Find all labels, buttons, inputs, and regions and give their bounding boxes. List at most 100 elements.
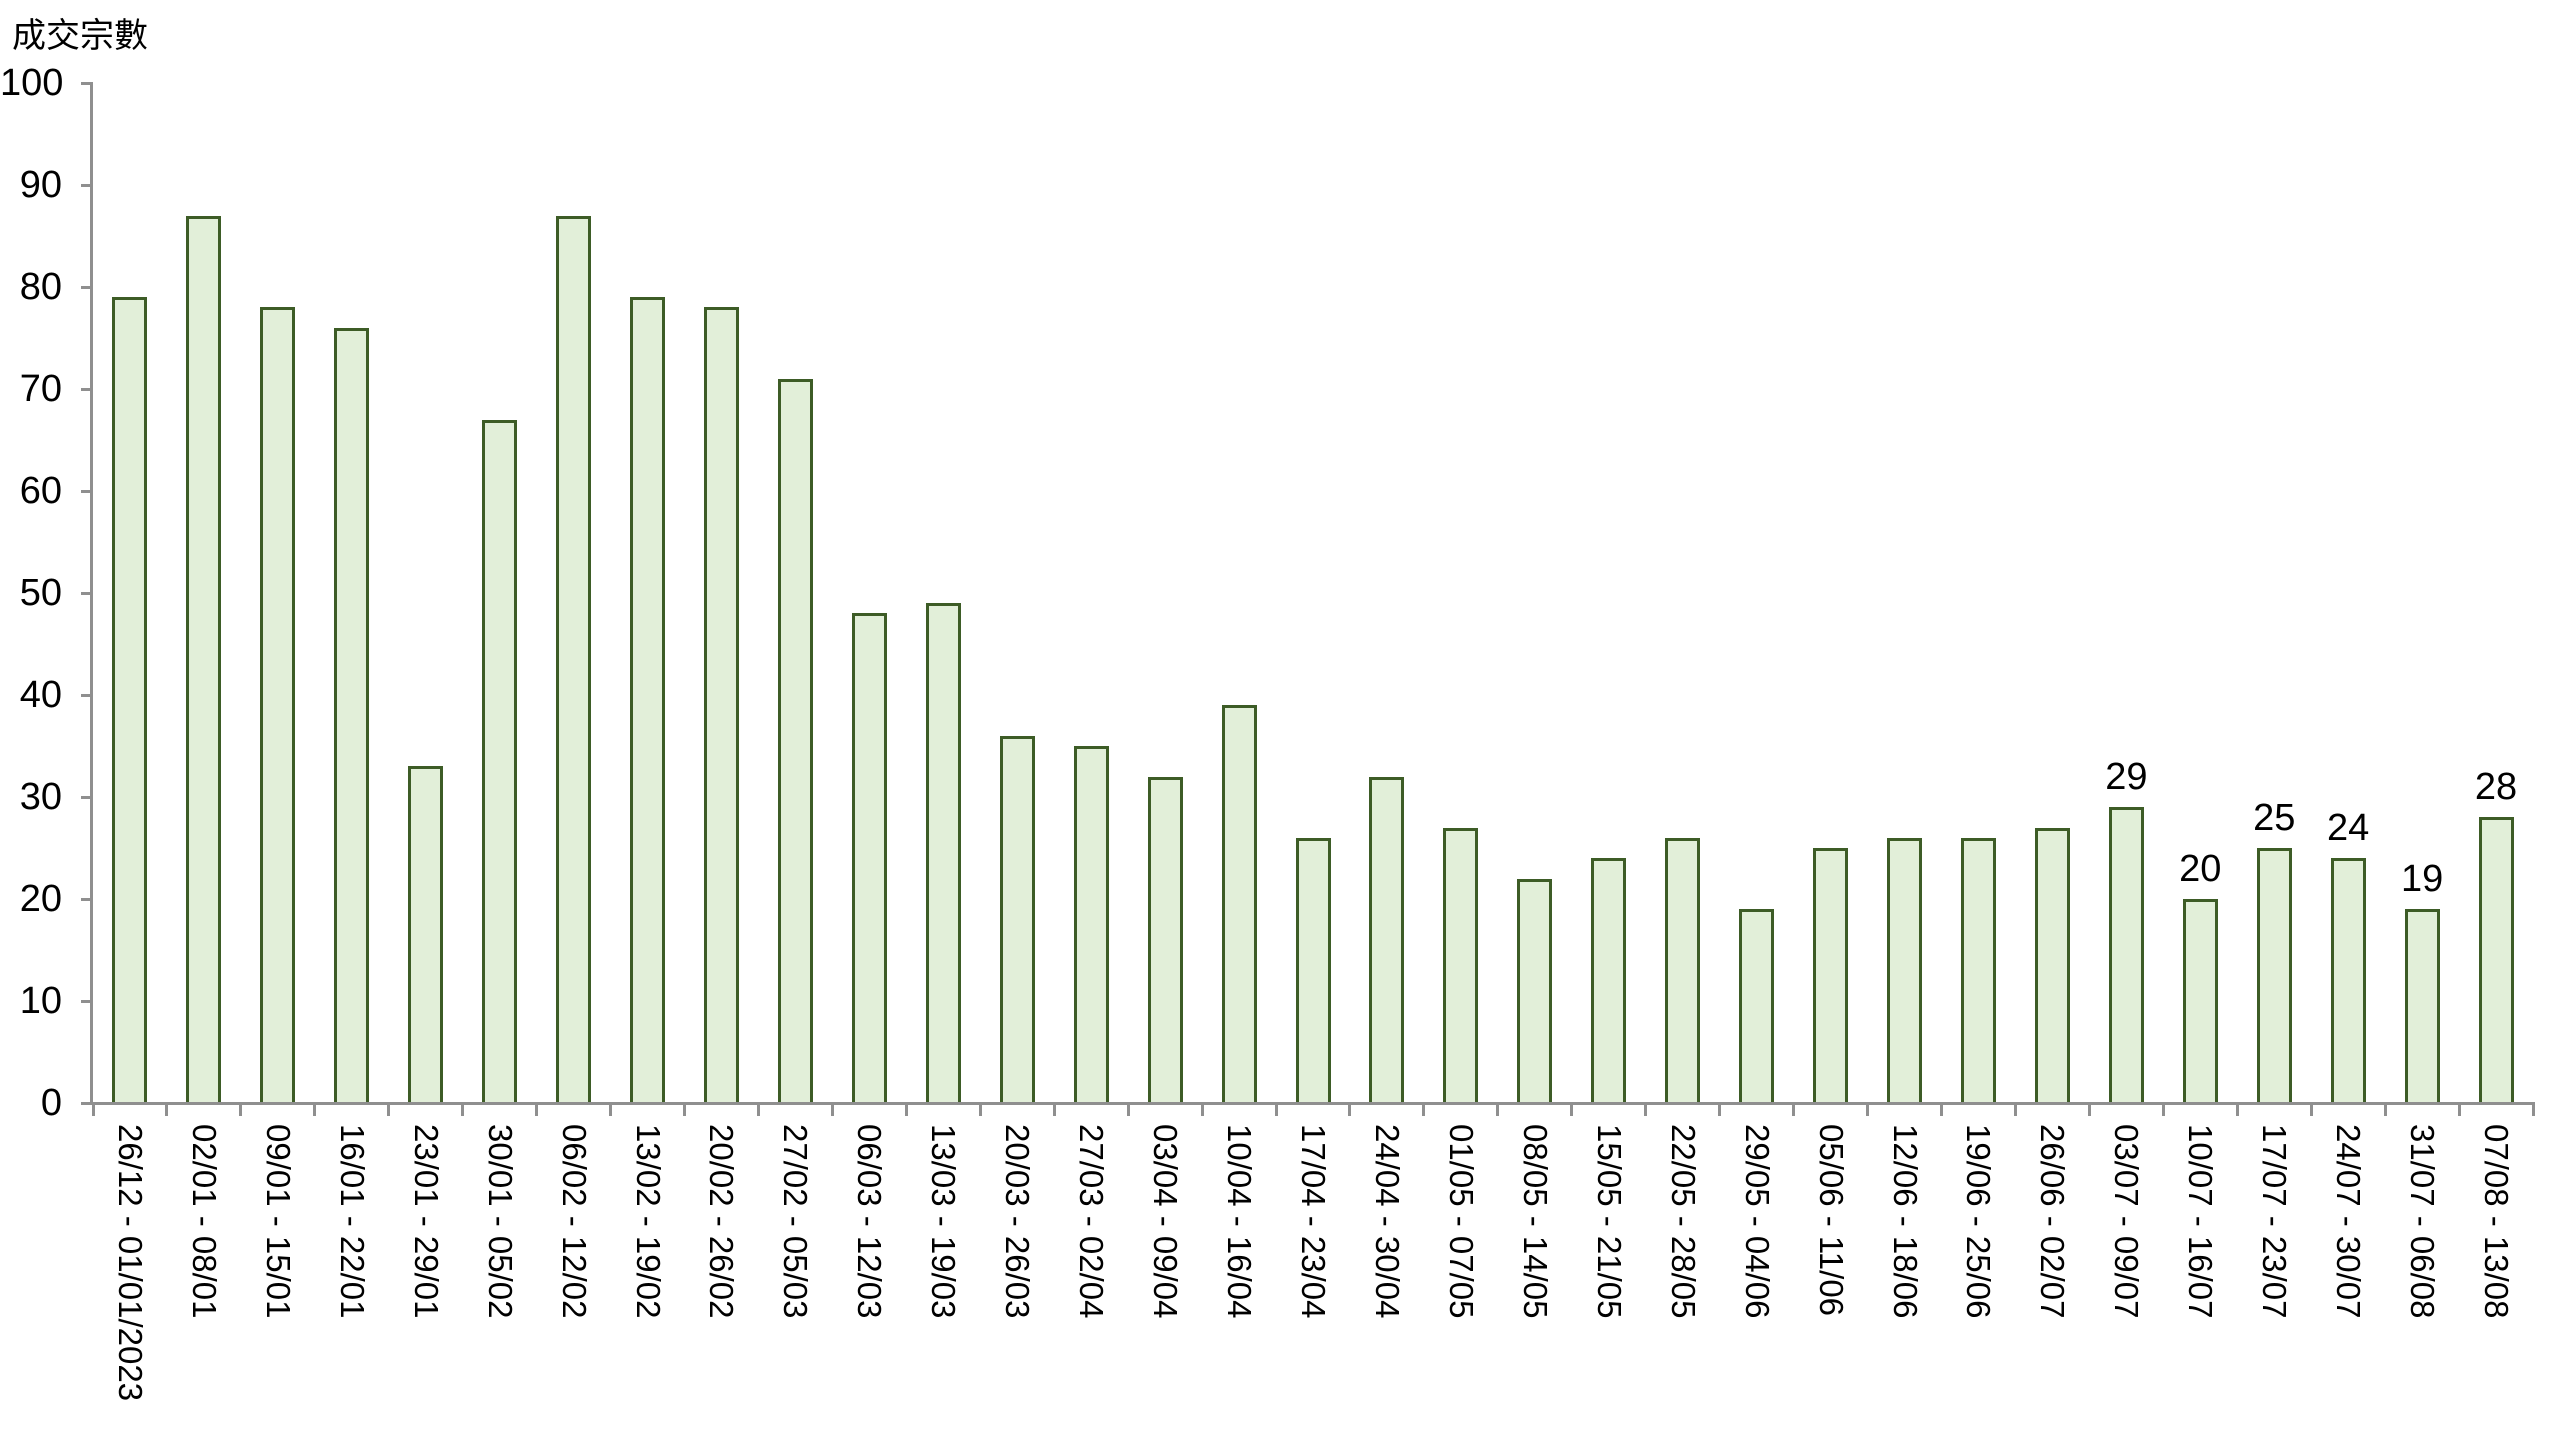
- bar: [2256, 848, 2292, 1105]
- x-tick: [1274, 1103, 1278, 1116]
- bar: [777, 378, 813, 1105]
- x-category-label: 06/03 - 12/03: [851, 1124, 889, 1319]
- y-tick-label: 0: [40, 1082, 62, 1124]
- y-tick: [81, 897, 93, 901]
- bar: [1813, 848, 1849, 1105]
- bar: [1517, 878, 1553, 1105]
- x-category-label: 24/07 - 30/07: [2330, 1124, 2368, 1319]
- bar: [2478, 817, 2514, 1105]
- bar: [2034, 827, 2070, 1105]
- x-tick: [1348, 1103, 1352, 1116]
- x-tick: [1422, 1103, 1426, 1116]
- x-category-label: 03/07 - 09/07: [2108, 1124, 2146, 1319]
- bar-value-label: 25: [2253, 797, 2296, 839]
- x-category-label: 13/02 - 19/02: [629, 1124, 667, 1319]
- x-tick: [904, 1103, 908, 1116]
- x-tick: [239, 1103, 243, 1116]
- x-tick: [1496, 1103, 1500, 1116]
- x-category-label: 06/02 - 12/02: [555, 1124, 593, 1319]
- bar: [1369, 776, 1405, 1105]
- bar: [630, 297, 666, 1105]
- bar: [2404, 909, 2440, 1105]
- x-tick: [2531, 1103, 2535, 1116]
- bar: [112, 297, 148, 1105]
- x-category-label: 12/06 - 18/06: [1886, 1124, 1924, 1319]
- x-tick: [2013, 1103, 2017, 1116]
- x-category-label: 08/05 - 14/05: [1516, 1124, 1554, 1319]
- y-tick-label: 80: [19, 266, 62, 308]
- x-category-label: 27/02 - 05/03: [777, 1124, 815, 1319]
- x-category-label: 05/06 - 11/06: [1812, 1124, 1850, 1317]
- x-category-label: 10/04 - 16/04: [1221, 1124, 1259, 1319]
- x-category-label: 17/04 - 23/04: [1295, 1124, 1332, 1319]
- x-category-label: 16/01 - 22/01: [333, 1124, 371, 1319]
- bar: [703, 307, 739, 1105]
- bar: [1073, 746, 1109, 1105]
- x-category-label: 17/07 - 23/07: [2256, 1124, 2294, 1319]
- x-tick: [91, 1103, 95, 1116]
- x-tick: [830, 1103, 834, 1116]
- x-category-label: 26/06 - 02/07: [2034, 1124, 2072, 1319]
- bar: [1665, 837, 1701, 1105]
- y-tick-label: 70: [19, 368, 62, 410]
- bar-value-label: 24: [2327, 807, 2370, 850]
- x-category-label: 10/07 - 16/07: [2182, 1124, 2220, 1319]
- x-tick: [1866, 1103, 1870, 1116]
- x-category-label: 13/03 - 19/03: [925, 1124, 963, 1319]
- x-category-label: 20/02 - 26/02: [703, 1124, 741, 1319]
- bar: [1443, 827, 1479, 1105]
- x-tick: [535, 1103, 539, 1116]
- x-tick: [1644, 1103, 1648, 1116]
- bar-value-label: 19: [2400, 858, 2444, 901]
- x-category-label: 23/01 - 29/01: [407, 1124, 445, 1319]
- bar: [2330, 858, 2366, 1105]
- bar: [1739, 909, 1775, 1105]
- x-tick: [609, 1103, 613, 1116]
- x-axis-line: [90, 1102, 2535, 1105]
- y-tick: [81, 1101, 93, 1105]
- x-category-label: 19/06 - 25/06: [1960, 1124, 1998, 1319]
- x-category-label: 24/04 - 30/04: [1368, 1124, 1406, 1319]
- x-category-label: 27/03 - 02/04: [1073, 1124, 1111, 1319]
- x-tick: [165, 1103, 169, 1116]
- y-tick-label: 20: [19, 878, 62, 920]
- x-tick: [461, 1103, 465, 1116]
- x-category-label: 31/07 - 06/08: [2404, 1124, 2442, 1319]
- y-tick: [81, 795, 93, 799]
- bar-value-label: 29: [2105, 756, 2148, 799]
- bar: [334, 327, 370, 1105]
- x-tick: [387, 1103, 391, 1116]
- x-tick: [2087, 1103, 2091, 1116]
- bar-value-label: 28: [2474, 766, 2518, 809]
- x-category-label: 03/04 - 09/04: [1147, 1124, 1185, 1319]
- x-tick: [1792, 1103, 1796, 1116]
- x-tick: [1939, 1103, 1943, 1116]
- x-category-label: 01/05 - 07/05: [1442, 1124, 1480, 1319]
- bar: [925, 603, 961, 1105]
- bar: [851, 613, 887, 1105]
- bar: [556, 215, 592, 1105]
- x-tick: [1718, 1103, 1722, 1116]
- bar: [1960, 837, 1996, 1105]
- chart-title: 成交宗數: [12, 17, 148, 55]
- x-category-label: 29/05 - 04/06: [1738, 1124, 1776, 1319]
- bar: [1147, 776, 1183, 1105]
- y-tick-label: 60: [19, 470, 62, 512]
- bar: [482, 419, 518, 1105]
- bar: [1221, 705, 1257, 1105]
- y-tick: [81, 285, 93, 289]
- y-tick-label: 10: [19, 980, 62, 1022]
- x-tick: [2161, 1103, 2165, 1116]
- x-tick: [1570, 1103, 1574, 1116]
- x-tick: [683, 1103, 686, 1116]
- y-tick-label: 100: [0, 62, 64, 104]
- bar: [1591, 858, 1627, 1105]
- y-tick-label: 40: [19, 674, 62, 716]
- x-tick: [1126, 1103, 1130, 1116]
- bar: [2108, 807, 2144, 1105]
- y-tick-label: 90: [19, 164, 62, 206]
- bar: [408, 766, 444, 1105]
- x-category-label: 30/01 - 05/02: [481, 1124, 519, 1319]
- x-tick: [978, 1103, 982, 1116]
- bar: [1887, 837, 1922, 1105]
